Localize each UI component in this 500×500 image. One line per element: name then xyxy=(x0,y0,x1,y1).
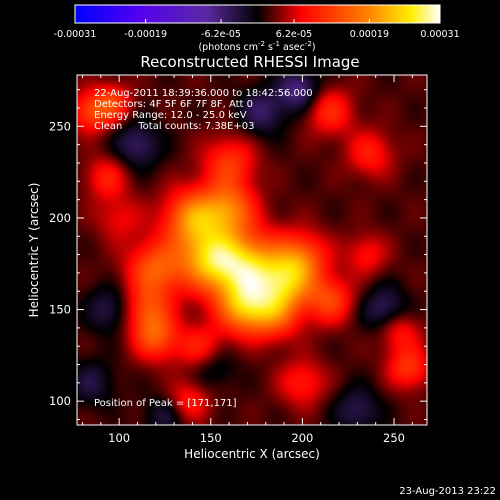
colorbar-tick-label: -0.00019 xyxy=(124,29,167,40)
y-tick-label: 200 xyxy=(49,211,71,225)
colorbar-tick-label: 0.00019 xyxy=(350,29,389,40)
colorbar-tick-label: -0.00031 xyxy=(54,29,97,40)
x-tick-label: 200 xyxy=(291,431,313,445)
x-tick-label: 250 xyxy=(383,431,405,445)
x-axis-label: Heliocentric X (arcsec) xyxy=(184,447,320,461)
x-tick-label: 150 xyxy=(200,431,222,445)
colorbar-ticks xyxy=(74,19,441,23)
annotation-time-range: 22-Aug-2011 18:39:36.000 to 18:42:56.000 xyxy=(94,88,313,99)
chart-title: Reconstructed RHESSI Image xyxy=(140,53,359,71)
colorbar-tick-label: 6.2e-05 xyxy=(276,29,312,40)
heatmap-image xyxy=(77,75,427,425)
annotation-energy-range: Energy Range: 12.0 - 25.0 keV xyxy=(94,110,247,121)
y-tick-label: 100 xyxy=(49,394,71,408)
y-axis-label: Heliocentric Y (arcsec) xyxy=(27,183,41,318)
x-tick-labels: 100 150 200 250 xyxy=(108,431,405,445)
annotation-peak-position: Position of Peak = [171,171] xyxy=(94,398,237,409)
colorbar-tick-label: -6.2e-05 xyxy=(201,29,241,40)
x-tick-label: 100 xyxy=(108,431,130,445)
colorbar-tick-label: 0.00031 xyxy=(420,29,459,40)
y-tick-label: 250 xyxy=(49,119,71,133)
annotation-detectors: Detectors: 4F 5F 6F 7F 8F, Att 0 xyxy=(94,99,253,110)
plot-frame xyxy=(76,74,428,426)
annotation-clean-counts: Clean Total counts: 7.38E+03 xyxy=(94,121,254,132)
y-tick-labels: 100 150 200 250 xyxy=(49,119,71,408)
colorbar-tick-labels: -0.00031 -0.00019 -6.2e-05 6.2e-05 0.00019 0.… xyxy=(54,29,460,40)
colorbar-unit-label: (photons cm-2 s-1 asec-2) xyxy=(198,40,315,53)
colorbar xyxy=(74,4,441,24)
footer-timestamp: 23-Aug-2013 23:22 xyxy=(399,486,496,497)
y-tick-label: 150 xyxy=(49,303,71,317)
axis-ticks xyxy=(77,75,427,425)
